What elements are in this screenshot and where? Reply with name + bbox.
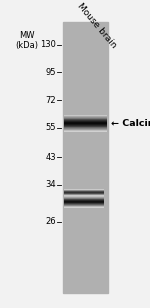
Bar (64, 131, 107, 132)
Text: 95: 95 (45, 68, 56, 77)
Bar (64, 117, 107, 118)
Bar (64, 127, 107, 128)
Text: 43: 43 (45, 152, 56, 162)
Text: 72: 72 (45, 95, 56, 105)
Bar (64, 125, 107, 126)
Bar (64, 120, 107, 121)
Text: 130: 130 (40, 40, 56, 49)
Bar (64, 122, 107, 123)
Bar (64, 129, 107, 130)
Text: MW
(kDa): MW (kDa) (15, 31, 39, 50)
Text: 26: 26 (45, 217, 56, 226)
Bar (64, 121, 107, 122)
Bar (64, 115, 107, 116)
Bar (64, 130, 107, 131)
Bar (64, 121, 107, 122)
Bar (64, 116, 107, 117)
Bar (64, 124, 107, 125)
Text: ← CalcineurinA: ← CalcineurinA (111, 119, 150, 128)
Bar (63, 22, 108, 293)
Text: Mouse brain: Mouse brain (75, 2, 118, 50)
Bar (64, 126, 107, 127)
Text: 34: 34 (45, 180, 56, 189)
Bar (64, 123, 107, 124)
Bar (64, 118, 107, 119)
Bar (64, 128, 107, 129)
Bar (64, 119, 107, 120)
Text: 55: 55 (45, 123, 56, 132)
